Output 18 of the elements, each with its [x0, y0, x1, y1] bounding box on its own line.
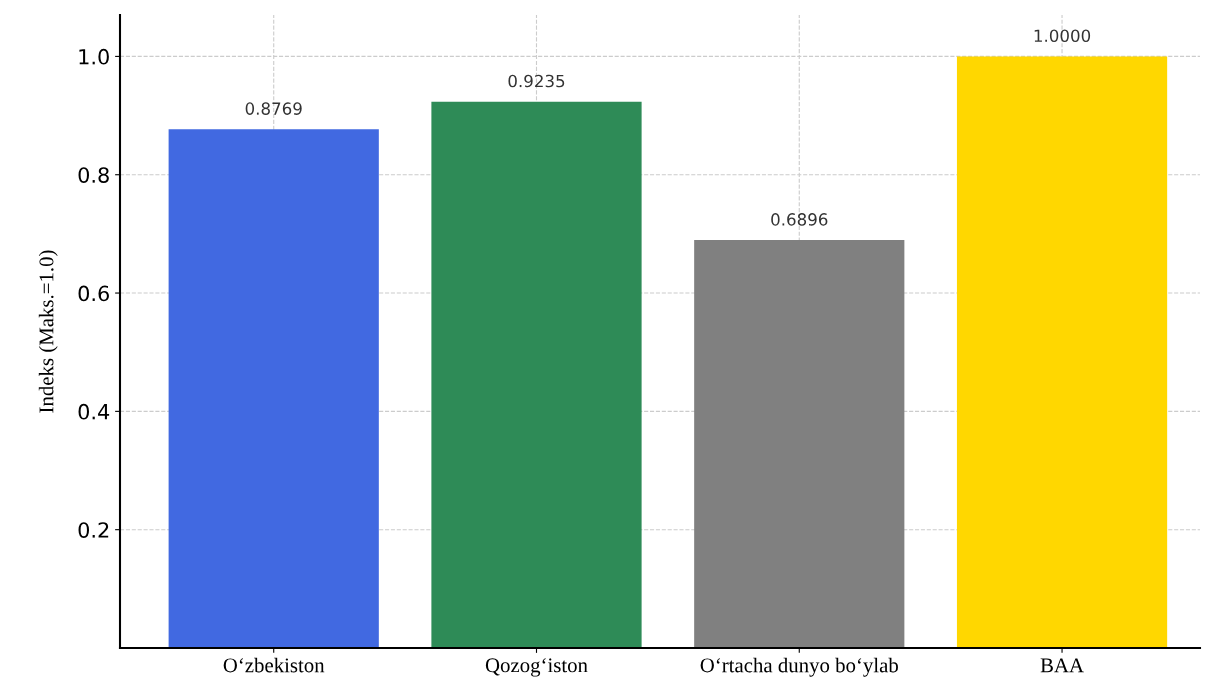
- x-tick-label: BAA: [1040, 658, 1084, 673]
- y-tick-label: 0.2: [78, 522, 109, 538]
- x-tick-label: O‘rtacha dunyo bo‘ylab: [700, 657, 898, 677]
- x-tick-label: Qozog‘iston: [485, 658, 588, 677]
- x-tick-label: O‘zbekiston: [223, 657, 325, 673]
- y-tick-label: 0.8: [78, 167, 109, 183]
- y-axis-title: Indeks (Maks.=1.0): [38, 250, 58, 413]
- data-label: 0.8769: [245, 102, 302, 115]
- y-tick-label: 1.0: [79, 48, 109, 65]
- data-label: 1.0000: [1034, 29, 1091, 43]
- bar: [956, 56, 1168, 648]
- bar: [694, 240, 905, 648]
- data-label: 0.6896: [771, 213, 828, 226]
- y-tick-label: 0.4: [78, 403, 110, 420]
- bar: [431, 101, 642, 648]
- data-label: 0.9235: [508, 74, 565, 88]
- bar: [168, 129, 379, 648]
- y-tick-label: 0.6: [78, 285, 109, 302]
